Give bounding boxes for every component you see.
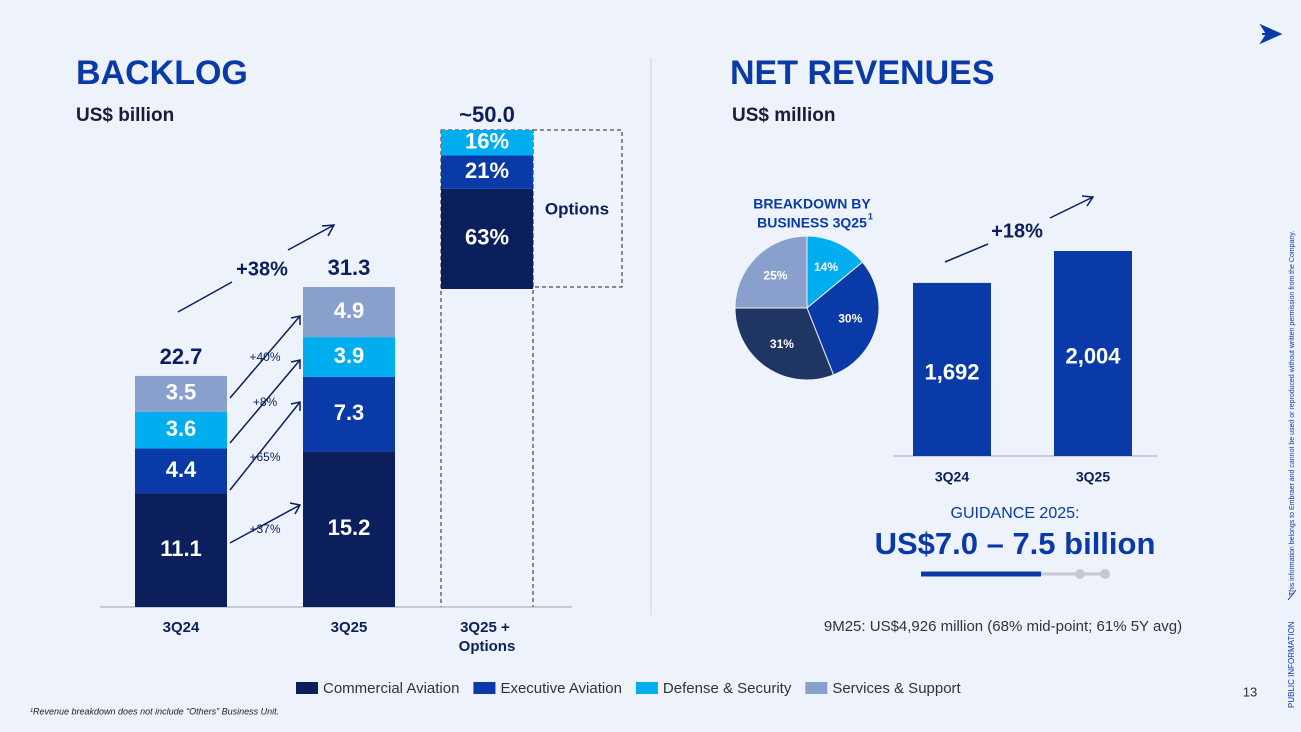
title: NET REVENUES — [730, 54, 995, 92]
growth-label: +37% — [249, 522, 280, 536]
growth-label: +38% — [236, 258, 288, 280]
page-number: 13 — [1243, 684, 1257, 699]
value-label: 21% — [465, 158, 509, 183]
pie-title: BUSINESS 3Q25 — [757, 215, 867, 231]
bar-segment — [303, 376, 395, 452]
legend-label: Commercial Aviation — [323, 680, 459, 697]
value-label: 16% — [465, 129, 509, 154]
bar-segment — [303, 451, 395, 607]
value-label: 30% — [838, 311, 862, 325]
growth-label: +40% — [249, 350, 280, 364]
bar-segment — [303, 287, 395, 338]
title: BACKLOG — [76, 54, 248, 92]
options-segment — [441, 155, 533, 189]
value-label: 3.6 — [166, 416, 197, 441]
pie-title: BREAKDOWN BY — [753, 196, 871, 212]
side-text: This information belongs to Embraer and … — [1289, 231, 1296, 596]
x-tick-label: 3Q24 — [163, 619, 200, 636]
value-label: 7.3 — [334, 400, 365, 425]
value-label: 63% — [465, 225, 509, 250]
options-label: Options — [545, 199, 609, 218]
growth-label: +18% — [991, 220, 1043, 242]
value-label: 4.4 — [166, 457, 197, 482]
value-label: 2,004 — [1065, 343, 1121, 368]
bar-segment — [135, 448, 227, 494]
bar — [913, 282, 991, 456]
subtitle: US$ million — [732, 105, 835, 126]
growth-label: +8% — [253, 395, 278, 409]
options-segment — [441, 130, 533, 156]
guidance-label: GUIDANCE 2025: — [951, 505, 1080, 522]
bar-segment — [135, 493, 227, 607]
value-label: 4.9 — [334, 298, 365, 323]
footnote: ¹Revenue breakdown does not include “Oth… — [30, 706, 279, 716]
legend-label: Defense & Security — [663, 680, 792, 697]
legend-label: Executive Aviation — [500, 680, 621, 697]
bar-segment — [135, 411, 227, 449]
side-label: PUBLIC INFORMATION — [1287, 621, 1296, 708]
x-tick-label: 3Q25 + Options — [459, 619, 516, 655]
legend-swatch — [473, 682, 496, 694]
value-label: 11.1 — [160, 536, 202, 561]
pie-slice — [806, 261, 880, 376]
value-label: 3.5 — [166, 380, 197, 405]
legend-swatch — [296, 682, 318, 694]
value-label: 14% — [814, 260, 838, 274]
total-label: ~50.0 — [459, 102, 515, 127]
x-tick-label: 3Q25 — [331, 619, 368, 636]
legend-label: Services & Support — [832, 680, 961, 697]
value-label: 31% — [770, 337, 794, 351]
growth-label: +65% — [249, 450, 280, 464]
total-label: 31.3 — [328, 255, 371, 280]
pie-title-note: 1 — [868, 211, 873, 221]
side-slash — [1287, 589, 1297, 601]
pie-slice — [734, 307, 835, 381]
progress-dot — [1075, 569, 1085, 579]
x-tick-label: 3Q25 — [1076, 469, 1110, 485]
pie-slice — [734, 235, 808, 309]
value-label: 3.9 — [334, 343, 365, 368]
pie-slice — [806, 235, 864, 310]
subtitle: US$ billion — [76, 105, 174, 126]
value-label: 1,692 — [924, 359, 979, 384]
options-segment — [441, 188, 533, 289]
legend-swatch — [805, 682, 828, 694]
total-label: 22.7 — [160, 344, 203, 369]
progress-dot — [1100, 569, 1110, 579]
value-label: 15.2 — [328, 515, 371, 540]
bar-segment — [135, 375, 227, 412]
guidance-value: US$7.0 – 7.5 billion — [875, 526, 1156, 561]
guidance-note: 9M25: US$4,926 million (68% mid-point; 6… — [824, 618, 1182, 635]
arrows — [177, 195, 1095, 544]
value-label: 25% — [763, 269, 787, 283]
logo — [1259, 23, 1283, 45]
bar-segment — [303, 337, 395, 377]
x-tick-label: 3Q24 — [935, 469, 969, 485]
legend-swatch — [635, 682, 658, 694]
bar — [1054, 251, 1132, 456]
